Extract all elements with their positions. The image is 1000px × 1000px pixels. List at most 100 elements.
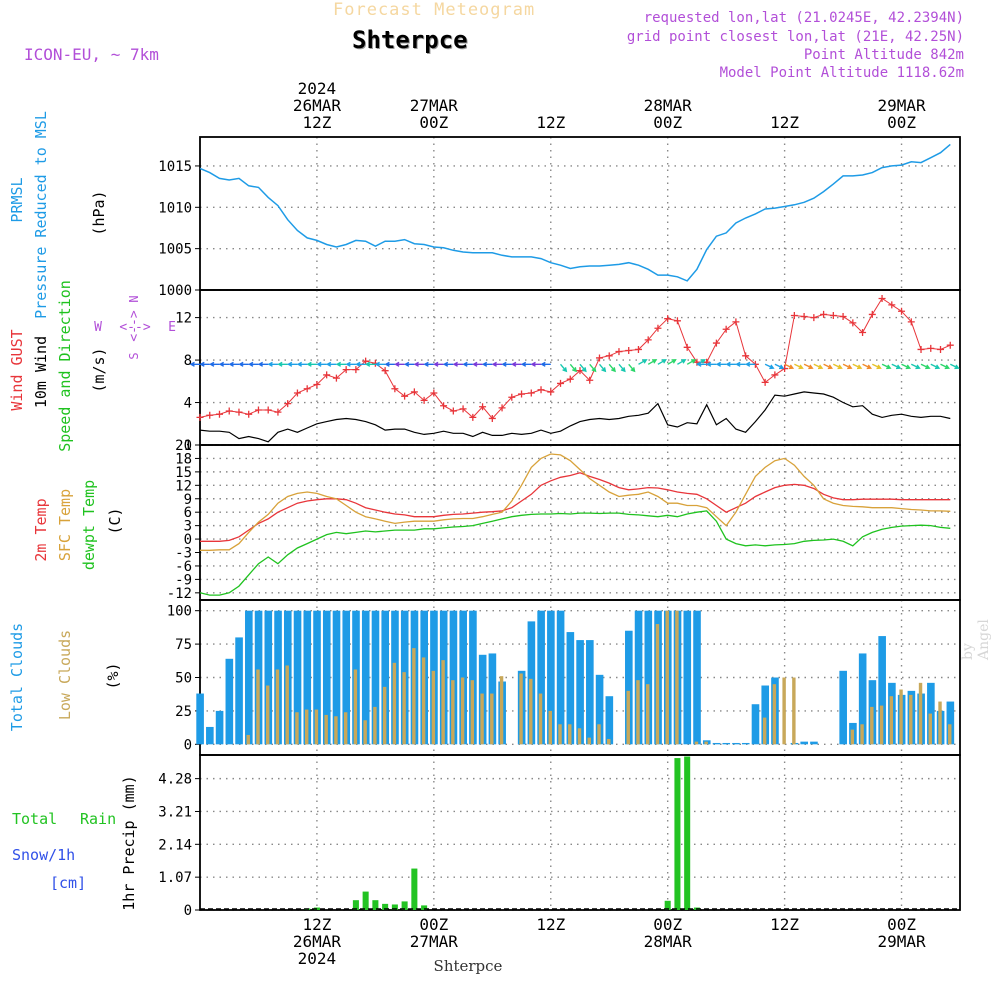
total-cloud-bar [605, 696, 614, 745]
clouds-unit: (%) [104, 662, 122, 689]
low-cloud-bar [382, 686, 387, 745]
wind-direction-arrow [696, 361, 707, 367]
panel-wind: 0 4 8 12 [175, 290, 961, 454]
bottom-time-label: 00Z [419, 915, 448, 934]
total-cloud-bar [566, 632, 575, 745]
rain-bar [421, 905, 428, 910]
gust-marker [566, 375, 574, 383]
bottom-time-label: 00Z [887, 915, 916, 934]
pressure-ytick-label: 1005 [158, 242, 192, 258]
temperature-ytick-label: 12 [175, 478, 192, 494]
wind-direction-arrow [325, 361, 337, 367]
top-time-label: 12Z [536, 113, 565, 132]
gust-marker [430, 389, 438, 397]
temp-2m-label: 2m Temp [32, 498, 50, 561]
point-altitude: Point Altitude 842m [803, 47, 964, 63]
wind-direction-arrow [511, 361, 522, 367]
wind-direction-arrow [715, 361, 727, 367]
gust-marker [449, 407, 457, 415]
station-title: Shterpce [352, 26, 468, 54]
gust-marker [800, 313, 808, 321]
gust-marker [820, 310, 828, 318]
gust-marker [293, 389, 301, 397]
top-time-label: 28MAR [644, 96, 693, 115]
gust-marker [907, 318, 915, 326]
wind-speed-label: Speed and Direction [56, 280, 74, 452]
bottom-time-label: 12Z [770, 915, 799, 934]
bottom-time-label: 28MAR [644, 932, 693, 951]
temperature-ytick-label: -9 [175, 572, 192, 588]
precip-total-label: Total [12, 810, 57, 828]
gust-marker [508, 393, 516, 401]
wind-direction-arrow [442, 361, 454, 367]
gust-marker [352, 366, 360, 374]
wind-direction-arrow [238, 361, 249, 367]
gust-marker [274, 408, 282, 416]
gust-marker [401, 392, 409, 400]
wind-unit: (m/s) [90, 347, 108, 392]
gust-marker [518, 390, 526, 398]
pressure-ytick-label: 1010 [158, 200, 192, 216]
bottom-time-label: 2024 [298, 949, 337, 968]
total-cloud-bar [225, 658, 234, 745]
wind-direction-arrow [433, 361, 444, 367]
total-cloud-bar [595, 674, 604, 745]
total-cloud-bar [858, 653, 867, 745]
low-cloud-bar [460, 677, 465, 745]
panel-pressure: 1000 1005 1010 1015 [158, 136, 961, 299]
low-cloud-bar [392, 662, 397, 745]
wind-direction-arrow [257, 361, 269, 367]
wind-gust-label: Wind GUST [8, 329, 26, 410]
total-cloud-bar [586, 640, 594, 745]
gust-marker [888, 301, 896, 309]
wind-direction-arrow [374, 361, 386, 367]
wind-direction-arrow [862, 363, 873, 370]
wind-direction-arrow [248, 361, 259, 367]
low-cloud-bar [694, 741, 699, 745]
gust-marker [391, 385, 399, 393]
total-cloud-bar [196, 693, 204, 745]
wind-direction-arrow [901, 363, 912, 370]
wind-direction-arrow [306, 361, 317, 367]
rain-bar [362, 891, 369, 910]
total-cloud-bar [235, 637, 243, 745]
top-time-label: 26MAR [293, 96, 342, 115]
total-cloud-bar [322, 610, 331, 745]
wind-direction-arrow [199, 361, 210, 367]
gust-marker [479, 403, 487, 411]
total-cloud-bar [722, 742, 731, 745]
gust-marker [215, 410, 223, 418]
low-cloud-bar [772, 684, 777, 745]
low-cloud-bar [928, 713, 932, 745]
low-cloud-bar [538, 693, 543, 745]
gust-marker [625, 347, 633, 355]
gust-marker [245, 410, 253, 418]
pressure-label-1: PRMSL [8, 177, 26, 222]
top-time-label: 12Z [302, 113, 331, 132]
gust-marker [683, 343, 691, 351]
total-cloud-bar [342, 610, 351, 745]
gust-marker [868, 310, 876, 318]
wind-direction-arrow [911, 363, 921, 370]
total-cloud-bar [206, 726, 214, 745]
low-cloud-bar [860, 724, 864, 745]
gust-marker [469, 413, 477, 421]
low-cloud-bar [607, 738, 611, 745]
wind-direction-arrow [472, 361, 483, 367]
wind-direction-arrow [413, 361, 425, 367]
wind-direction-arrow [267, 361, 278, 367]
wind-direction-arrow [277, 361, 288, 367]
wind-direction-arrow [355, 361, 366, 367]
low-cloud-bar [918, 682, 923, 745]
gust-marker [673, 317, 681, 325]
wind-direction-arrow [403, 361, 415, 367]
precip-ytick-label: 3.21 [158, 804, 192, 820]
gust-marker [459, 405, 467, 413]
dewpoint-label: dewpt Temp [80, 480, 98, 570]
wind-direction-arrow [794, 363, 804, 370]
low-cloud-bar [850, 729, 855, 745]
temperature-frame [199, 444, 961, 601]
total-cloud-bar [381, 610, 390, 745]
wind-ytick-label: 0 [184, 438, 192, 454]
